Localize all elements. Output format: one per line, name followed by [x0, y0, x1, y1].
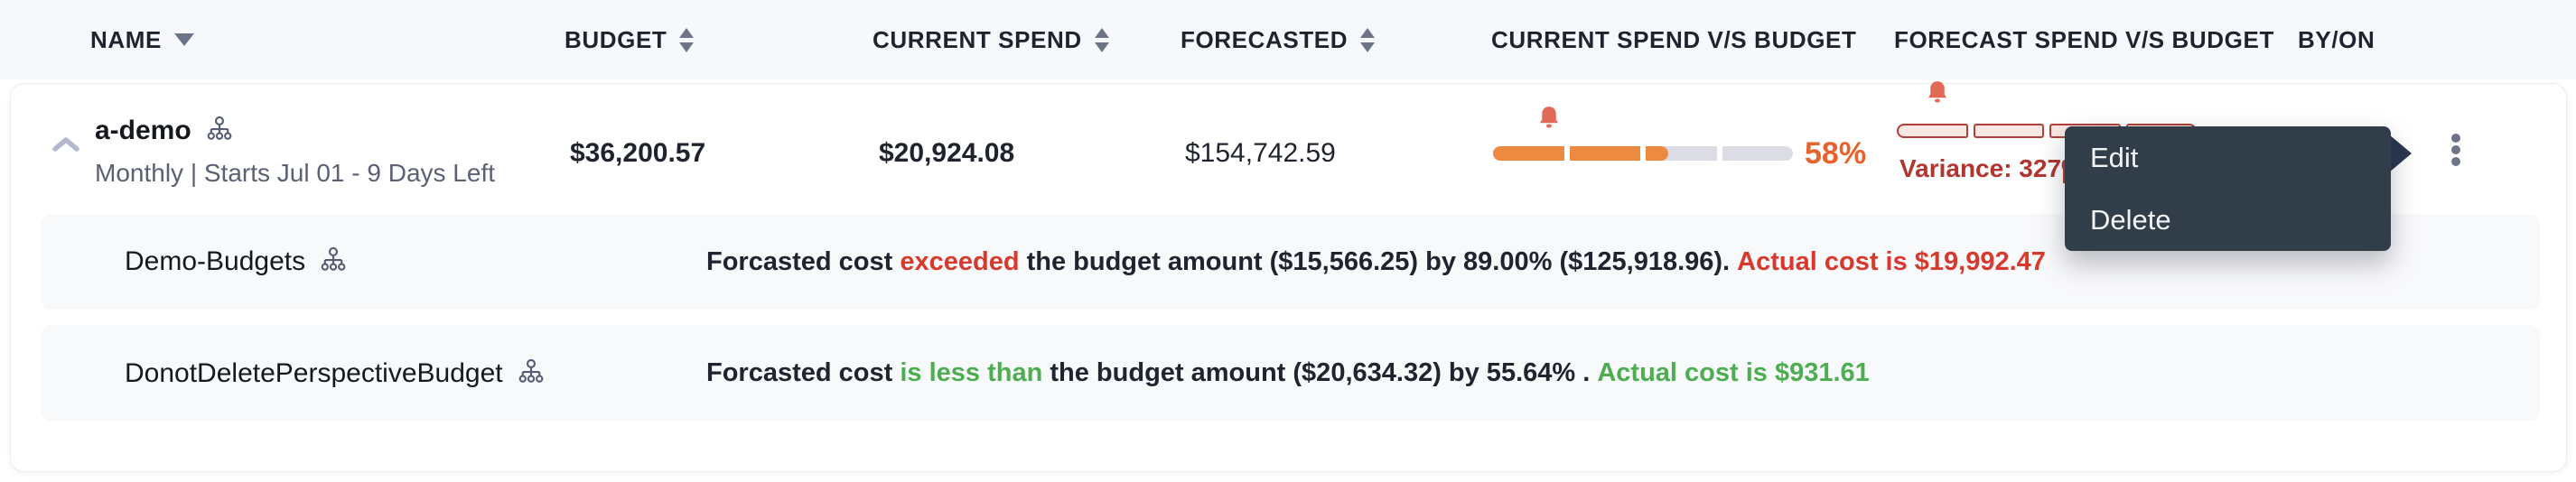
column-label: CURRENT SPEND V/S BUDGET [1491, 25, 1857, 53]
forecasted-amount: $154,742.59 [1185, 138, 1336, 168]
table-header: NAME BUDGET CURRENT SPEND FORECASTED CUR… [0, 0, 2576, 79]
column-header-budget[interactable]: BUDGET [565, 0, 695, 79]
child-budget-name: DonotDeletePerspectiveBudget [125, 325, 546, 422]
column-label: BY/ON [2298, 25, 2375, 53]
alert-bell-icon [1928, 81, 1946, 103]
column-header-current-vs-budget: CURRENT SPEND V/S BUDGET [1491, 0, 1856, 79]
child-budget-row[interactable]: DonotDeletePerspectiveBudget Forcasted c… [41, 325, 2540, 422]
forecast-status-message: Forcasted cost is less than the budget a… [706, 358, 1870, 387]
column-header-by-on: BY/ON [2298, 0, 2375, 79]
menu-pointer-arrow [2389, 134, 2412, 172]
column-label: NAME [90, 25, 162, 53]
column-label: BUDGET [565, 25, 667, 53]
row-context-menu: Edit Delete [2065, 126, 2391, 251]
sort-icon[interactable] [679, 27, 695, 52]
alert-bell-icon [1540, 107, 1558, 128]
column-header-current-spend[interactable]: CURRENT SPEND [873, 0, 1109, 79]
budget-name[interactable]: a-demo [95, 116, 235, 146]
column-header-forecasted[interactable]: FORECASTED [1181, 0, 1376, 79]
budget-amount: $36,200.57 [570, 138, 706, 168]
row-actions-kebab-icon[interactable] [2446, 134, 2466, 166]
column-header-name[interactable]: NAME [90, 0, 194, 79]
column-header-forecast-vs-budget: FORECAST SPEND V/S BUDGET [1894, 0, 2274, 79]
variance-label: Variance: 327% [1899, 154, 2084, 182]
current-spend-amount: $20,924.08 [879, 138, 1015, 168]
sort-icon[interactable] [1360, 27, 1376, 52]
current-vs-budget-bar [1493, 146, 1793, 161]
forecast-status-message: Forcasted cost exceeded the budget amoun… [706, 246, 2046, 276]
menu-item-delete[interactable]: Delete [2090, 203, 2171, 236]
column-label: FORECASTED [1181, 25, 1349, 53]
collapse-chevron-icon[interactable] [52, 136, 79, 153]
column-label: FORECAST SPEND V/S BUDGET [1894, 25, 2274, 53]
hierarchy-icon [321, 246, 346, 271]
menu-item-edit[interactable]: Edit [2090, 141, 2139, 173]
budget-schedule: Monthly | Starts Jul 01 - 9 Days Left [95, 159, 496, 187]
hierarchy-icon [207, 116, 232, 140]
hierarchy-icon [518, 358, 543, 383]
filter-dropdown-icon[interactable] [173, 33, 194, 46]
current-vs-budget-percent: 58% [1805, 136, 1867, 171]
child-budget-name: Demo-Budgets [125, 214, 349, 310]
sort-icon[interactable] [1094, 27, 1109, 52]
column-label: CURRENT SPEND [873, 25, 1082, 53]
